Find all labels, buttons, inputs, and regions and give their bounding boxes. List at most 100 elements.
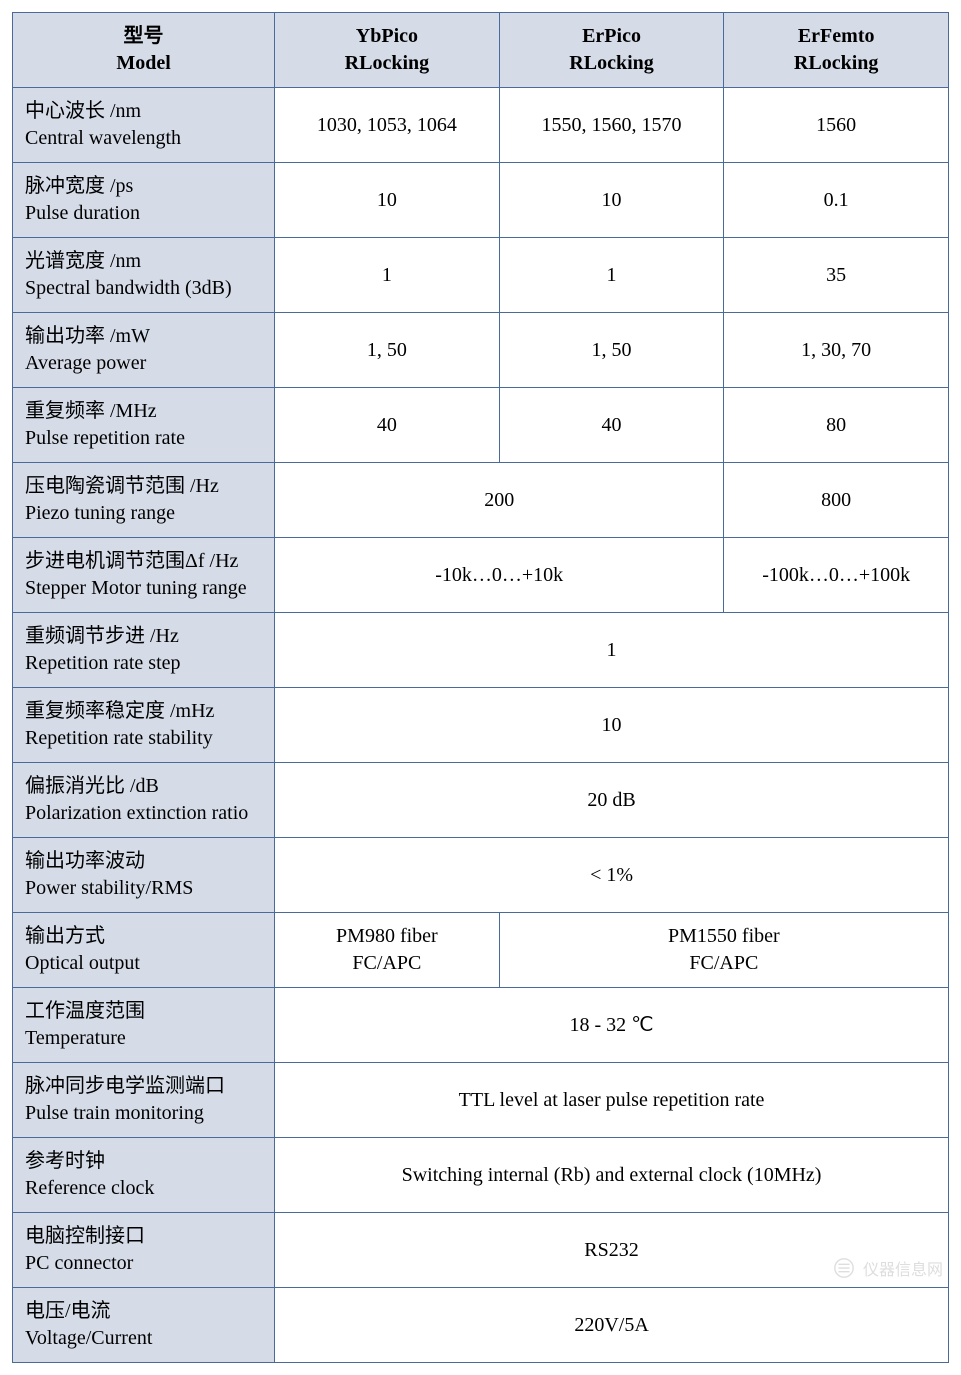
row-label-cn: 步进电机调节范围Δf /Hz — [25, 548, 262, 575]
row-label-en: Pulse train monitoring — [25, 1100, 262, 1127]
row-label-en: Piezo tuning range — [25, 500, 262, 527]
row-value-cell: 10 — [499, 163, 724, 238]
table-row: 输出功率波动Power stability/RMS< 1% — [13, 838, 949, 913]
row-label-en: Pulse repetition rate — [25, 425, 262, 452]
spec-table-body: 中心波长 /nmCentral wavelength 1030, 1053, 10… — [13, 88, 949, 1363]
row-value-cell: 10 — [275, 688, 949, 763]
row-value-cell: 1, 30, 70 — [724, 313, 949, 388]
cell-text: FC/APC — [287, 950, 487, 977]
row-label-cell: 参考时钟Reference clock — [13, 1138, 275, 1213]
cell-text: 18 - 32 ℃ — [287, 1012, 936, 1039]
cell-text: 1, 50 — [287, 337, 487, 364]
row-value-cell: 40 — [275, 388, 500, 463]
table-row: 重复频率稳定度 /mHzRepetition rate stability10 — [13, 688, 949, 763]
row-label-en: Repetition rate step — [25, 650, 262, 677]
row-label-cell: 电压/电流Voltage/Current — [13, 1288, 275, 1363]
row-value-cell: 1030, 1053, 1064 — [275, 88, 500, 163]
row-label-en: Power stability/RMS — [25, 875, 262, 902]
row-label-cn: 参考时钟 — [25, 1148, 262, 1175]
cell-text: 1 — [287, 637, 936, 664]
cell-text: 20 dB — [287, 787, 936, 814]
table-row: 步进电机调节范围Δf /HzStepper Motor tuning range… — [13, 538, 949, 613]
row-value-cell: 800 — [724, 463, 949, 538]
row-value-cell: PM1550 fiberFC/APC — [499, 913, 948, 988]
row-label-cn: 光谱宽度 /nm — [25, 248, 262, 275]
row-label-cn: 偏振消光比 /dB — [25, 773, 262, 800]
header-col-line2: RLocking — [736, 50, 936, 77]
row-label-cell: 脉冲同步电学监测端口Pulse train monitoring — [13, 1063, 275, 1138]
row-value-cell: TTL level at laser pulse repetition rate — [275, 1063, 949, 1138]
cell-text: -10k…0…+10k — [287, 562, 711, 589]
cell-text: Switching internal (Rb) and external clo… — [287, 1162, 936, 1189]
row-label-en: PC connector — [25, 1250, 262, 1277]
header-label-en: Model — [25, 50, 262, 77]
cell-text: RS232 — [287, 1237, 936, 1264]
cell-text: PM1550 fiber — [512, 923, 936, 950]
table-row: 光谱宽度 /nmSpectral bandwidth (3dB)1135 — [13, 238, 949, 313]
cell-text: 1550, 1560, 1570 — [512, 112, 712, 139]
cell-text: -100k…0…+100k — [736, 562, 936, 589]
row-value-cell: < 1% — [275, 838, 949, 913]
row-value-cell: 1 — [275, 613, 949, 688]
row-value-cell: 1 — [275, 238, 500, 313]
cell-text: PM980 fiber — [287, 923, 487, 950]
row-value-cell: 200 — [275, 463, 724, 538]
header-label-cn: 型号 — [25, 23, 262, 50]
cell-text: 1030, 1053, 1064 — [287, 112, 487, 139]
row-label-cn: 中心波长 /nm — [25, 98, 262, 125]
row-label-cell: 重频调节步进 /HzRepetition rate step — [13, 613, 275, 688]
row-label-cell: 输出方式Optical output — [13, 913, 275, 988]
cell-text: 10 — [287, 187, 487, 214]
header-col-2: ErFemto RLocking — [724, 13, 949, 88]
row-value-cell: 80 — [724, 388, 949, 463]
header-col-line2: RLocking — [287, 50, 487, 77]
cell-text: 80 — [736, 412, 936, 439]
row-label-cell: 中心波长 /nmCentral wavelength — [13, 88, 275, 163]
header-col-line2: RLocking — [512, 50, 712, 77]
table-row: 电脑控制接口PC connectorRS232 — [13, 1213, 949, 1288]
header-label-cell: 型号 Model — [13, 13, 275, 88]
cell-text: FC/APC — [512, 950, 936, 977]
row-label-cell: 重复频率 /MHzPulse repetition rate — [13, 388, 275, 463]
table-row: 参考时钟Reference clock Switching internal (R… — [13, 1138, 949, 1213]
cell-text: TTL level at laser pulse repetition rate — [287, 1087, 936, 1114]
table-row: 输出功率 /mWAverage power 1, 50 1, 50 1, 30, 70 — [13, 313, 949, 388]
row-label-cell: 输出功率 /mWAverage power — [13, 313, 275, 388]
header-col-line1: ErFemto — [736, 23, 936, 50]
row-label-cell: 重复频率稳定度 /mHzRepetition rate stability — [13, 688, 275, 763]
row-value-cell: 1, 50 — [275, 313, 500, 388]
header-col-0: YbPico RLocking — [275, 13, 500, 88]
row-label-cn: 重复频率 /MHz — [25, 398, 262, 425]
table-row: 工作温度范围Temperature18 - 32 ℃ — [13, 988, 949, 1063]
cell-text: 1, 50 — [512, 337, 712, 364]
row-value-cell: 0.1 — [724, 163, 949, 238]
row-label-en: Central wavelength — [25, 125, 262, 152]
row-value-cell: RS232 — [275, 1213, 949, 1288]
row-label-cn: 重复频率稳定度 /mHz — [25, 698, 262, 725]
row-value-cell: 10 — [275, 163, 500, 238]
header-col-line1: ErPico — [512, 23, 712, 50]
cell-text: 0.1 — [736, 187, 936, 214]
row-label-en: Polarization extinction ratio — [25, 800, 262, 827]
table-row: 脉冲宽度 /psPulse duration10100.1 — [13, 163, 949, 238]
row-value-cell: 40 — [499, 388, 724, 463]
cell-text: 1, 30, 70 — [736, 337, 936, 364]
row-label-en: Optical output — [25, 950, 262, 977]
row-label-cell: 压电陶瓷调节范围 /HzPiezo tuning range — [13, 463, 275, 538]
row-label-cn: 压电陶瓷调节范围 /Hz — [25, 473, 262, 500]
cell-text: 40 — [512, 412, 712, 439]
cell-text: 40 — [287, 412, 487, 439]
row-label-cn: 输出功率 /mW — [25, 323, 262, 350]
table-row: 压电陶瓷调节范围 /HzPiezo tuning range200800 — [13, 463, 949, 538]
row-value-cell: 1 — [499, 238, 724, 313]
table-header-row: 型号 Model YbPico RLocking ErPico RLocking… — [13, 13, 949, 88]
cell-text: 1 — [512, 262, 712, 289]
row-label-en: Reference clock — [25, 1175, 262, 1202]
row-value-cell: 20 dB — [275, 763, 949, 838]
table-row: 重复频率 /MHzPulse repetition rate 40 40 80 — [13, 388, 949, 463]
row-label-en: Pulse duration — [25, 200, 262, 227]
row-label-cell: 步进电机调节范围Δf /HzStepper Motor tuning range — [13, 538, 275, 613]
row-value-cell: Switching internal (Rb) and external clo… — [275, 1138, 949, 1213]
row-label-cell: 光谱宽度 /nmSpectral bandwidth (3dB) — [13, 238, 275, 313]
row-value-cell: 220V/5A — [275, 1288, 949, 1363]
